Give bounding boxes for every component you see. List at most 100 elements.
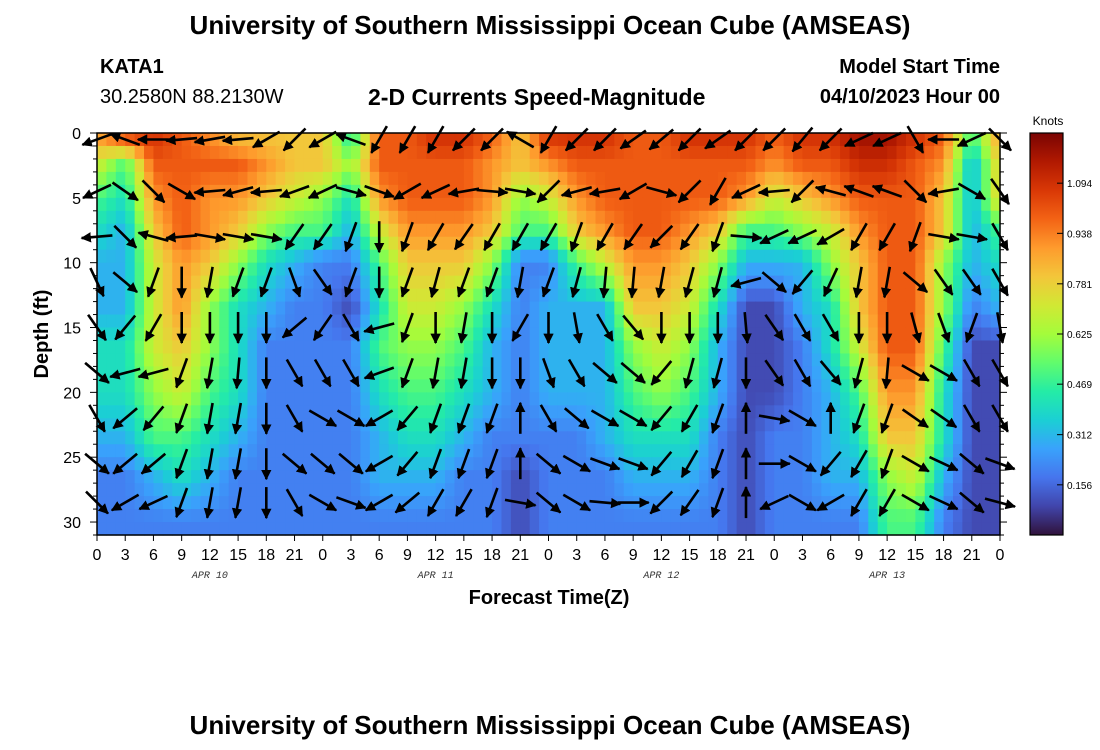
heatmap-cell xyxy=(172,405,183,419)
heatmap-cell xyxy=(360,353,371,368)
current-vector-arrow xyxy=(880,266,892,299)
heatmap-cell xyxy=(943,275,954,290)
heatmap-cell xyxy=(209,301,220,316)
heatmap-cell xyxy=(172,444,183,458)
heatmap-cell xyxy=(539,366,550,380)
heatmap-cell xyxy=(905,379,916,393)
heatmap-cell xyxy=(256,392,267,406)
y-tick-label: 10 xyxy=(63,256,81,273)
heatmap-cell xyxy=(642,262,653,277)
heatmap-cell xyxy=(642,314,653,329)
heatmap-cell xyxy=(924,184,935,199)
heatmap-cell xyxy=(755,444,766,458)
heatmap-cell xyxy=(952,379,963,393)
heatmap-cell xyxy=(746,353,757,368)
heatmap-cell xyxy=(755,392,766,406)
heatmap-cell xyxy=(416,301,427,316)
heatmap-cell xyxy=(661,262,672,277)
heatmap-cell xyxy=(379,392,390,406)
heatmap-cell xyxy=(238,184,249,199)
heatmap-cell xyxy=(990,327,1001,342)
heatmap-cell xyxy=(699,379,710,393)
heatmap-cell xyxy=(990,340,1001,355)
heatmap-cell xyxy=(520,275,531,290)
heatmap-cell xyxy=(247,366,258,380)
heatmap-cell xyxy=(840,301,851,316)
heatmap-cell xyxy=(840,405,851,419)
heatmap-cell xyxy=(501,288,512,303)
heatmap-cell xyxy=(398,483,409,497)
heatmap-cell xyxy=(567,327,578,342)
heatmap-cell xyxy=(887,145,898,160)
heatmap-cell xyxy=(341,210,352,225)
heatmap-cell xyxy=(398,444,409,458)
current-vector-arrow xyxy=(589,497,622,509)
heatmap-cell xyxy=(426,223,437,238)
heatmap-cell xyxy=(134,405,145,419)
heatmap-cell xyxy=(689,236,700,251)
heatmap-cell xyxy=(915,431,926,445)
heatmap-cell xyxy=(595,353,606,368)
heatmap-cell xyxy=(604,145,615,160)
heatmap-cell xyxy=(322,509,333,523)
heatmap-cell xyxy=(529,366,540,380)
heatmap-cell xyxy=(764,418,775,432)
heatmap-cell xyxy=(877,366,888,380)
heatmap-cell xyxy=(924,366,935,380)
heatmap-cell xyxy=(247,145,258,160)
heatmap-cell xyxy=(699,262,710,277)
heatmap-cell xyxy=(134,210,145,225)
heatmap-cell xyxy=(520,262,531,277)
heatmap-cell xyxy=(661,133,672,147)
heatmap-cell xyxy=(868,288,879,303)
heatmap-cell xyxy=(191,223,202,238)
heatmap-cell xyxy=(238,509,249,523)
heatmap-cell xyxy=(680,457,691,471)
heatmap-cell xyxy=(501,145,512,160)
current-vector-arrow xyxy=(251,130,281,149)
heatmap-cell xyxy=(407,470,418,484)
heatmap-cell xyxy=(181,327,192,342)
heatmap-cell xyxy=(614,431,625,445)
heatmap-cell xyxy=(548,288,559,303)
heatmap-cell xyxy=(520,288,531,303)
heatmap-cell xyxy=(435,197,446,212)
heatmap-cell xyxy=(557,392,568,406)
heatmap-cell xyxy=(755,275,766,290)
heatmap-cell xyxy=(670,457,681,471)
heatmap-cell xyxy=(877,457,888,471)
current-vector-arrow xyxy=(959,491,985,514)
current-vector-arrow xyxy=(451,127,476,152)
heatmap-cell xyxy=(557,431,568,445)
heatmap-cell xyxy=(209,418,220,432)
heatmap-cell xyxy=(492,496,503,510)
heatmap-cell xyxy=(398,457,409,471)
heatmap-cell xyxy=(915,236,926,251)
x-axis-label: Forecast Time(Z) xyxy=(469,587,630,609)
heatmap-cell xyxy=(473,210,484,225)
heatmap-cell xyxy=(134,340,145,355)
heatmap-cell xyxy=(651,444,662,458)
heatmap-cell xyxy=(238,249,249,264)
current-vector-arrow xyxy=(843,184,874,198)
heatmap-cell xyxy=(934,262,945,277)
heatmap-cell xyxy=(228,171,239,186)
heatmap-cell xyxy=(379,301,390,316)
heatmap-cell xyxy=(510,275,521,290)
heatmap-cell xyxy=(604,171,615,186)
heatmap-cell xyxy=(962,275,973,290)
current-vector-arrow xyxy=(231,487,243,519)
heatmap-cell xyxy=(548,431,559,445)
heatmap-cell xyxy=(106,392,117,406)
heatmap-cell xyxy=(811,314,822,329)
heatmap-cell xyxy=(868,522,879,536)
heatmap-cell xyxy=(153,145,164,160)
heatmap-cell xyxy=(774,470,785,484)
current-vector-arrow xyxy=(167,182,197,201)
heatmap-cell xyxy=(943,223,954,238)
heatmap-cell xyxy=(934,405,945,419)
heatmap-cell xyxy=(322,470,333,484)
heatmap-cell xyxy=(727,392,738,406)
heatmap-cell xyxy=(153,275,164,290)
heatmap-cell xyxy=(576,158,587,173)
